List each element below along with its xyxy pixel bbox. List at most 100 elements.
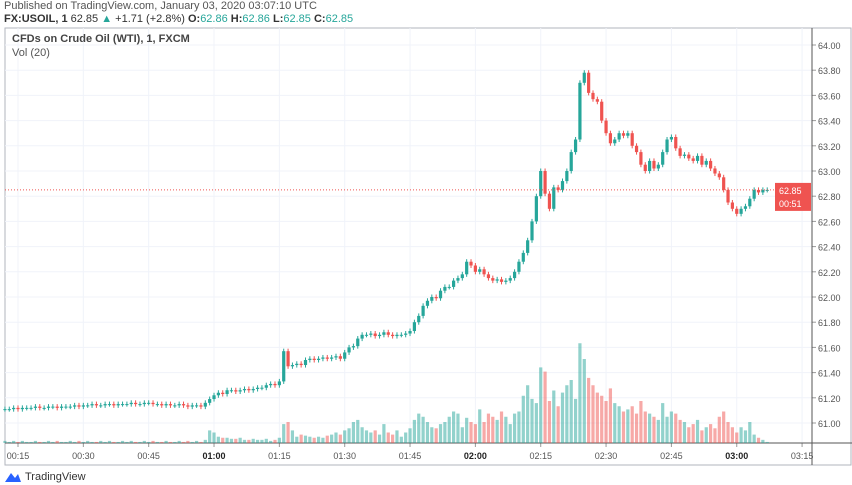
candle-body — [282, 351, 286, 382]
candle-body — [238, 390, 242, 392]
candle-body — [674, 136, 678, 149]
candle-body — [669, 136, 673, 140]
candle-body — [286, 351, 290, 367]
volume-bar — [20, 440, 24, 443]
candle-body — [120, 404, 125, 406]
candle-body — [695, 155, 700, 161]
candle-body — [508, 278, 512, 281]
y-tick-label: 63.80 — [818, 66, 841, 76]
candle-body — [582, 72, 586, 83]
candle-body — [752, 189, 756, 199]
volume-bar — [395, 430, 399, 443]
candle-body — [264, 385, 268, 388]
volume-bar — [134, 441, 138, 443]
volume-bar — [582, 359, 586, 443]
candle-body — [709, 160, 713, 169]
candle-body — [391, 334, 395, 337]
volume-bar — [735, 432, 739, 443]
volume-bar — [404, 432, 408, 443]
candle-body — [3, 409, 7, 411]
candle-body — [438, 290, 443, 299]
candle-body — [94, 404, 99, 406]
close-label: C: — [313, 13, 326, 25]
candle-body — [351, 346, 356, 348]
volume-bar — [203, 439, 207, 443]
candle-body — [539, 171, 543, 197]
candle-body — [395, 334, 399, 337]
candle-body — [377, 334, 382, 337]
volume-bar — [73, 441, 77, 443]
volume-bar — [626, 409, 630, 443]
volume-bar — [325, 435, 329, 443]
volume-bar — [221, 437, 225, 443]
volume-bar — [456, 413, 460, 443]
volume-bar — [338, 434, 342, 443]
y-tick-label: 64.00 — [818, 41, 841, 51]
volume-bar — [709, 424, 713, 443]
volume-bar — [552, 390, 556, 443]
candle-body — [478, 269, 482, 272]
candle-body — [151, 402, 155, 405]
candle-body — [164, 404, 168, 406]
candle-body — [125, 404, 129, 406]
candle-body — [412, 322, 416, 332]
volume-bar — [399, 436, 403, 443]
volume-bar — [452, 411, 456, 443]
candle-body — [343, 352, 347, 359]
candle-body — [46, 406, 51, 408]
candle-body — [216, 392, 220, 396]
price-chart[interactable]: 61.00 61.20 61.40 61.60 61.80 62.00 62.20 62.40… — [0, 0, 852, 470]
open-label: O: — [187, 13, 201, 25]
candle-body — [421, 305, 425, 316]
volume-bar — [595, 392, 599, 443]
volume-bar — [81, 441, 85, 443]
close-value: 62.85 — [325, 13, 354, 25]
volume-bar — [164, 440, 168, 443]
candle-body — [269, 383, 273, 386]
volume-bar — [521, 395, 525, 443]
volume-bar — [120, 440, 125, 443]
candle-body — [526, 240, 530, 253]
volume-bar — [421, 416, 425, 443]
candle-body — [700, 155, 704, 165]
candle-body — [360, 334, 364, 339]
candle-body — [452, 280, 456, 287]
x-tick-label: 02:15 — [529, 451, 552, 461]
candle-body — [460, 274, 464, 279]
candle-body — [173, 405, 177, 407]
volume-bar — [373, 430, 377, 443]
candle-body — [177, 404, 181, 406]
candle-body — [491, 278, 495, 281]
candle-body — [639, 152, 643, 165]
volume-bar — [621, 411, 626, 443]
volume-bar — [600, 395, 604, 443]
volume-bar — [460, 427, 464, 443]
candle-body — [103, 404, 107, 406]
volume-bar — [438, 424, 443, 443]
candle-body — [656, 164, 660, 169]
volume-bar — [517, 411, 521, 443]
volume-bar — [290, 430, 295, 443]
volume-bar — [547, 401, 552, 443]
x-tick-label: 01:00 — [203, 451, 226, 461]
x-tick-label: 00:45 — [137, 451, 160, 461]
candle-body — [608, 133, 613, 144]
y-tick-label: 62.40 — [818, 243, 841, 253]
candle-body — [59, 406, 64, 408]
volume-bar — [343, 430, 347, 443]
volume-bar — [669, 411, 673, 443]
candle-body — [221, 392, 225, 395]
y-tick-label: 61.00 — [818, 419, 841, 429]
volume-bar — [59, 441, 64, 443]
volume-bar — [46, 440, 51, 443]
candle-body — [338, 356, 342, 359]
x-tick-label: 01:45 — [399, 451, 422, 461]
open-value: 62.86 — [200, 13, 228, 25]
last-price-label-bg — [775, 182, 811, 211]
volume-bar — [756, 437, 761, 443]
candle-body — [129, 402, 133, 405]
candle-body — [434, 297, 438, 299]
volume-bar — [351, 422, 356, 443]
volume-bar — [238, 437, 242, 443]
volume-bar — [225, 437, 229, 443]
